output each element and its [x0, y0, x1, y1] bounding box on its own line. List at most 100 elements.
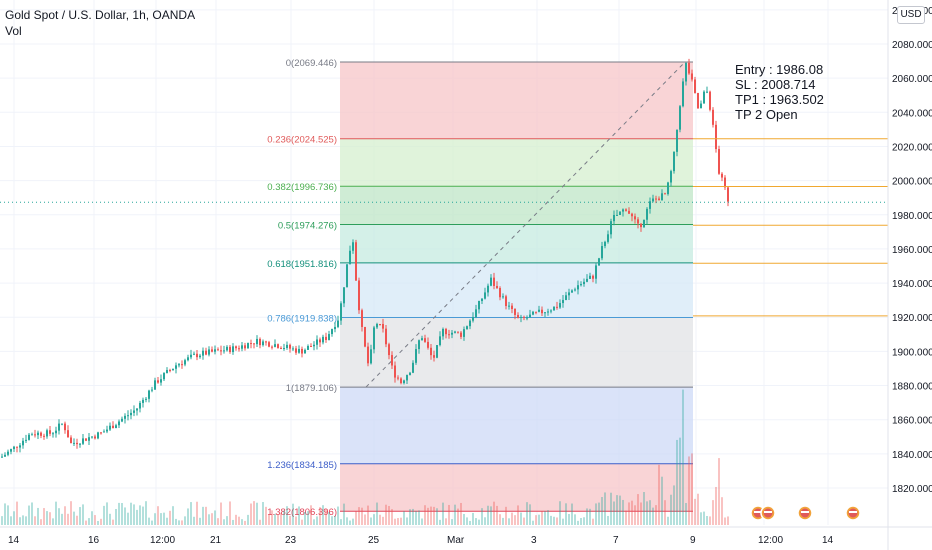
candle-body: [442, 328, 444, 337]
volume-bar: [574, 514, 576, 525]
currency-button[interactable]: USD: [897, 6, 925, 24]
candlestick-series: [1, 58, 729, 458]
volume-bar: [223, 519, 225, 525]
volume-bar: [73, 511, 75, 525]
candle-body: [121, 418, 123, 422]
economic-event-icon[interactable]: [845, 505, 861, 521]
volume-bar: [427, 507, 429, 525]
volume-bar: [415, 510, 417, 525]
volume-bar: [136, 509, 138, 525]
volume-bar: [487, 505, 489, 525]
volume-bar: [160, 513, 162, 525]
candle-body: [265, 341, 267, 343]
candle-body: [655, 198, 657, 200]
volume-indicator-label[interactable]: Vol: [5, 24, 22, 38]
volume-bar: [529, 504, 531, 525]
volume-bar: [442, 502, 444, 525]
candle-body: [508, 305, 510, 307]
candle-body: [40, 432, 42, 436]
candle-body: [241, 345, 243, 349]
candle-body: [169, 370, 171, 372]
volume-bar: [550, 515, 552, 525]
candle-body: [124, 415, 126, 419]
volume-bar: [76, 515, 78, 525]
candle-body: [661, 193, 663, 201]
price-tick-label: 1820.000: [892, 484, 932, 495]
candle-body: [466, 326, 468, 330]
volume-bar: [583, 517, 585, 525]
volume-bar: [547, 510, 549, 525]
price-axis: 1820.000 1840.000 1860.000 1880.000 1900.000…: [888, 0, 932, 550]
candle-body: [583, 281, 585, 285]
volume-bar: [682, 389, 684, 525]
volume-bar: [196, 501, 198, 525]
volume-bar: [124, 507, 126, 525]
volume-bar: [31, 502, 33, 525]
volume-bar: [262, 502, 264, 525]
candle-body: [457, 331, 459, 333]
candle-body: [235, 346, 237, 349]
candle-body: [181, 364, 183, 366]
candle-body: [70, 437, 72, 444]
candle-body: [577, 285, 579, 290]
candle-body: [559, 303, 561, 308]
volume-bar: [424, 505, 426, 525]
volume-bar: [40, 519, 42, 525]
candle-body: [718, 149, 720, 174]
candle-body: [16, 446, 18, 448]
price-tick-label: 2040.000: [892, 108, 932, 119]
candle-body: [118, 421, 120, 426]
candle-body: [247, 343, 249, 349]
volume-bars: [1, 389, 729, 525]
volume-bar: [61, 513, 63, 525]
candle-body: [493, 277, 495, 286]
trade-note-tp1: TP1 : 1963.502: [735, 92, 824, 107]
volume-bar: [220, 502, 222, 525]
volume-bar: [439, 519, 441, 525]
fib-level-label: 0.236(2024.525): [267, 135, 337, 146]
volume-bar: [673, 485, 675, 525]
economic-event-icon[interactable]: [797, 505, 813, 521]
candle-body: [571, 290, 573, 293]
time-tick-label: 14: [822, 535, 834, 546]
volume-bar: [118, 502, 120, 525]
volume-bar: [286, 506, 288, 525]
candle-body: [673, 151, 675, 172]
candle-body: [262, 341, 264, 346]
volume-bar: [91, 511, 93, 525]
economic-event-icon[interactable]: [760, 505, 776, 521]
volume-bar: [589, 508, 591, 525]
volume-bar: [28, 505, 30, 525]
volume-bar: [214, 510, 216, 525]
price-tick-label: 2080.000: [892, 40, 932, 51]
candle-body: [229, 346, 231, 353]
volume-bar: [568, 514, 570, 525]
candle-body: [103, 431, 105, 433]
volume-bar: [553, 516, 555, 525]
candle-body: [7, 451, 9, 455]
candle-body: [628, 210, 630, 214]
volume-bar: [535, 515, 537, 525]
candle-body: [436, 345, 438, 358]
candle-body: [193, 353, 195, 355]
time-tick-label: 23: [285, 535, 297, 546]
volume-bar: [586, 508, 588, 525]
candle-body: [709, 91, 711, 110]
volume-bar: [406, 517, 408, 525]
candle-body: [439, 336, 441, 346]
time-tick-label: 16: [88, 535, 100, 546]
candle-body: [382, 323, 384, 329]
volume-bar: [505, 506, 507, 525]
candle-body: [214, 349, 216, 352]
volume-bar: [67, 513, 69, 525]
candle-body: [652, 198, 654, 202]
candle-body: [391, 355, 393, 366]
volume-bar: [391, 509, 393, 525]
volume-bar: [154, 513, 156, 525]
trade-note-sl: SL : 2008.714: [735, 77, 816, 92]
candle-body: [538, 309, 540, 312]
candle-body: [256, 338, 258, 345]
candle-body: [409, 372, 411, 376]
fib-level-label: 0.382(1996.736): [267, 182, 337, 193]
